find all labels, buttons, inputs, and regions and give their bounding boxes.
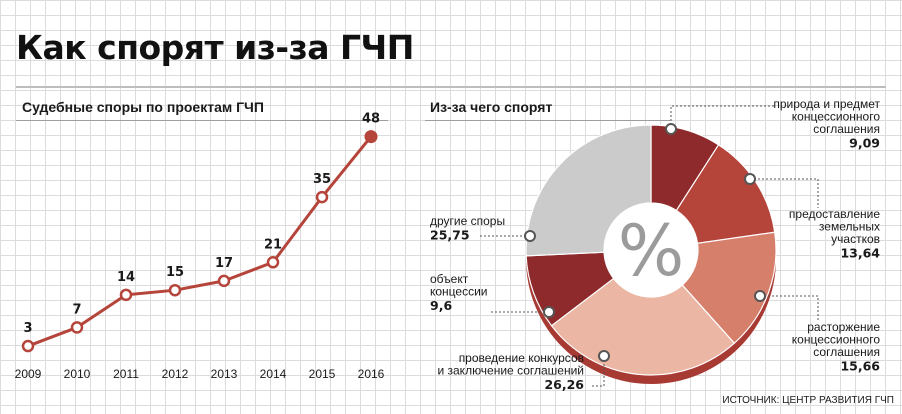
x-tick-label: 2009: [15, 367, 42, 381]
slice-name: земельных: [819, 220, 880, 234]
donut-chart-title: Из-за чего спорят: [430, 99, 553, 115]
callout-leader: [760, 295, 819, 320]
callout-marker: [754, 290, 766, 302]
slice-value: 25,75: [430, 228, 470, 243]
series-line: [27, 135, 373, 348]
slice-name: проведение конкурсов: [459, 351, 584, 365]
data-point: [70, 321, 84, 334]
callout-marker: [543, 306, 555, 318]
data-point: [168, 283, 182, 297]
data-point: [217, 274, 231, 288]
slice-name: предоставление: [789, 207, 880, 221]
slice-value: 26,26: [544, 377, 584, 392]
callout-marker: [598, 350, 610, 362]
data-label: 3: [23, 321, 32, 336]
data-label: 48: [362, 112, 380, 127]
slice-name: соглашения: [813, 345, 880, 359]
callout-marker: [524, 230, 536, 242]
line-chart: 3 2009 7 2010 14 2011 15 2012 17 2013 21 2014 35 2015…: [15, 112, 385, 381]
slice-name: участков: [831, 232, 880, 246]
callout-leader: [670, 105, 775, 129]
slice-value: 9,6: [430, 298, 452, 313]
x-tick-label: 2010: [64, 367, 91, 381]
donut-chart: %природа и предметконцессионногосоглашен…: [430, 97, 880, 392]
x-tick-label: 2012: [162, 367, 189, 381]
slice-name: другие споры: [430, 214, 505, 228]
data-point: [21, 339, 35, 353]
slice-value: 9,09: [849, 136, 880, 151]
data-label: 7: [72, 302, 81, 317]
donut-chart-rule: [425, 120, 670, 121]
slice-value: 13,64: [840, 246, 880, 261]
slice-name: объект: [430, 272, 469, 286]
data-label: 21: [264, 237, 282, 252]
source-note: ИСТОЧНИК: ЦЕНТР РАЗВИТИЯ ГЧП: [722, 395, 894, 406]
slice-name: и заключение соглашений: [437, 364, 584, 378]
callout-leader: [750, 178, 819, 208]
slice-name: природа и предмет: [773, 97, 880, 111]
main-title: Как спорят из-за ГЧП: [16, 28, 414, 67]
line-chart-title: Судебные споры по проектам ГЧП: [22, 99, 264, 115]
slice-name: концессии: [430, 285, 488, 299]
x-tick-label: 2011: [113, 367, 139, 381]
line-chart-rule: [16, 120, 388, 121]
slice-name: концессионного: [792, 110, 881, 124]
slice-name: концессионного: [792, 333, 881, 347]
data-point: [266, 256, 280, 269]
data-point: [315, 190, 329, 204]
callout-marker: [744, 173, 756, 185]
slice-value: 15,66: [840, 359, 880, 374]
x-tick-label: 2014: [260, 367, 287, 381]
pie-slice: [525, 124, 652, 257]
title-divider: [16, 86, 886, 88]
data-label: 17: [215, 256, 233, 271]
x-tick-label: 2013: [211, 367, 238, 381]
percent-symbol: %: [618, 210, 685, 292]
data-point: [364, 130, 378, 144]
slice-name: соглашения: [813, 122, 880, 136]
callout-leader: [590, 356, 605, 387]
data-label: 35: [313, 172, 331, 187]
x-tick-label: 2015: [309, 367, 336, 381]
data-label: 14: [117, 270, 135, 285]
data-label: 15: [166, 265, 184, 280]
donut-hole: [604, 203, 698, 297]
data-point: [119, 288, 133, 302]
callout-marker: [665, 123, 677, 135]
x-tick-label: 2016: [358, 367, 385, 381]
slice-name: расторжение: [807, 320, 880, 334]
